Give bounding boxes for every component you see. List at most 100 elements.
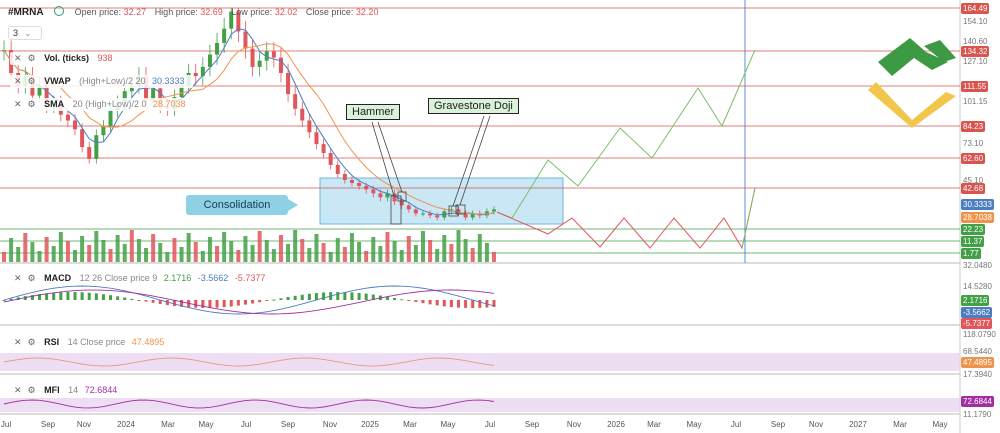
x-tick-label: Nov (322, 420, 338, 429)
volume-bar (51, 246, 56, 262)
candle (470, 213, 475, 218)
close-icon[interactable]: ✕ (14, 53, 22, 63)
volume-bar (420, 231, 425, 262)
close-icon[interactable]: ✕ (14, 273, 22, 283)
macd-histogram-bar (272, 299, 276, 301)
mfi-params: 14 (68, 385, 79, 395)
macd-histogram-bar (137, 300, 141, 301)
candle (463, 213, 468, 218)
volume-bar (321, 243, 326, 262)
macd-histogram-bar (123, 297, 127, 300)
gear-icon[interactable]: ⚙ (27, 99, 36, 109)
candle (87, 147, 92, 159)
volume-bar (222, 232, 227, 262)
volume-bar (349, 233, 354, 262)
volume-bar (463, 239, 468, 262)
price-level-tag: 164.49 (961, 3, 990, 14)
volume-bar (470, 248, 475, 262)
macd-histogram-bar (442, 300, 446, 307)
volume-bar (435, 249, 440, 262)
volume-bar (215, 246, 220, 262)
macd-histogram-bar (87, 292, 91, 300)
macd-histogram-bar (80, 292, 84, 300)
volume-bar (58, 232, 63, 262)
gear-icon[interactable]: ⚙ (27, 337, 36, 347)
volume-bar (243, 236, 248, 262)
candle (385, 193, 390, 198)
indicator-vwap-row[interactable]: ✕ ⚙ VWAP (High+Low)/2 20 30.3333 (10, 75, 193, 88)
macd-histogram-bar (364, 293, 368, 300)
consolidation-box (319, 177, 564, 225)
low-label: Low price: (231, 7, 273, 17)
macd-histogram-bar (165, 300, 169, 306)
x-tick-label: Mar (403, 420, 417, 429)
volume-bar (80, 236, 85, 262)
indicator-mfi-row[interactable]: ✕ ⚙ MFI 14 72.6844 (10, 384, 126, 397)
macd-histogram-bar (265, 300, 269, 301)
sma-value: 28.7038 (152, 99, 186, 109)
macd-histogram-bar (307, 293, 311, 300)
macd-histogram-bar (201, 300, 205, 308)
high-label: High price: (154, 7, 198, 17)
volume-bar (200, 251, 205, 262)
volume-bar (136, 239, 141, 262)
volume-bar (314, 234, 319, 262)
close-icon[interactable]: ✕ (14, 385, 22, 395)
vwap-value: 30.3333 (151, 76, 185, 86)
indicator-vol-row[interactable]: ✕ ⚙ Vol. (ticks) 938 (10, 52, 121, 65)
volume-bar (392, 241, 397, 262)
indicator-macd-row[interactable]: ✕ ⚙ MACD 12 26 Close price 9 2.1716 -3.56… (10, 272, 274, 285)
macd-histogram-bar (385, 296, 389, 300)
macd-histogram-bar (343, 292, 347, 300)
macd-histogram-bar (30, 295, 34, 300)
indicator-value-tag: 72.6844 (961, 396, 994, 407)
candle (392, 193, 397, 202)
candle (335, 164, 340, 174)
candle (420, 213, 425, 215)
volume-bar (442, 235, 447, 262)
candle (193, 73, 198, 77)
gear-icon[interactable]: ⚙ (27, 273, 36, 283)
macd-histogram-bar (449, 300, 453, 308)
y-tick-label: 45.10 (963, 176, 984, 185)
indicator-sma-row[interactable]: ✕ ⚙ SMA 20 (High+Low)/2 0 28.7038 (10, 98, 194, 111)
hammer-marker (390, 195, 402, 225)
candle (342, 173, 347, 180)
rsi-line (3, 357, 495, 367)
close-icon[interactable]: ✕ (14, 99, 22, 109)
close-icon[interactable]: ✕ (14, 76, 22, 86)
x-tick-label: Nov (808, 420, 824, 429)
price-level-tag: 1.77 (961, 248, 981, 259)
macd-histogram-bar (130, 298, 134, 300)
rsi-params: 14 Close price (67, 337, 126, 347)
close-icon[interactable]: ✕ (14, 337, 22, 347)
volume-bar (37, 251, 42, 262)
indicator-rsi-row[interactable]: ✕ ⚙ RSI 14 Close price 47.4895 (10, 336, 173, 349)
candle (108, 110, 113, 127)
y-tick-label: 73.10 (963, 139, 984, 148)
candle (435, 215, 440, 218)
gear-icon[interactable]: ⚙ (27, 385, 36, 395)
macd-histogram-bar (393, 297, 397, 300)
low-value: 32.02 (274, 7, 298, 17)
clock-icon[interactable] (54, 6, 65, 16)
volume-bar (300, 239, 305, 262)
macd-histogram-bar (428, 300, 432, 305)
volume-bar (229, 241, 234, 262)
x-tick-label: Sep (40, 420, 56, 429)
interval-value: 3 (13, 28, 19, 38)
candle (286, 73, 291, 95)
y-tick-label: 101.15 (963, 97, 988, 106)
candle (207, 54, 212, 67)
macd-signal-line (3, 289, 495, 315)
close-value: 32.20 (355, 7, 379, 17)
gear-icon[interactable]: ⚙ (27, 53, 36, 63)
candle (271, 51, 276, 58)
gear-icon[interactable]: ⚙ (27, 76, 36, 86)
price-level-tag: 62.60 (961, 153, 986, 164)
interval-select[interactable]: 3 ⌄ (8, 26, 42, 40)
candle (406, 205, 411, 210)
candle (94, 135, 99, 159)
macd-histogram-bar (350, 292, 354, 300)
